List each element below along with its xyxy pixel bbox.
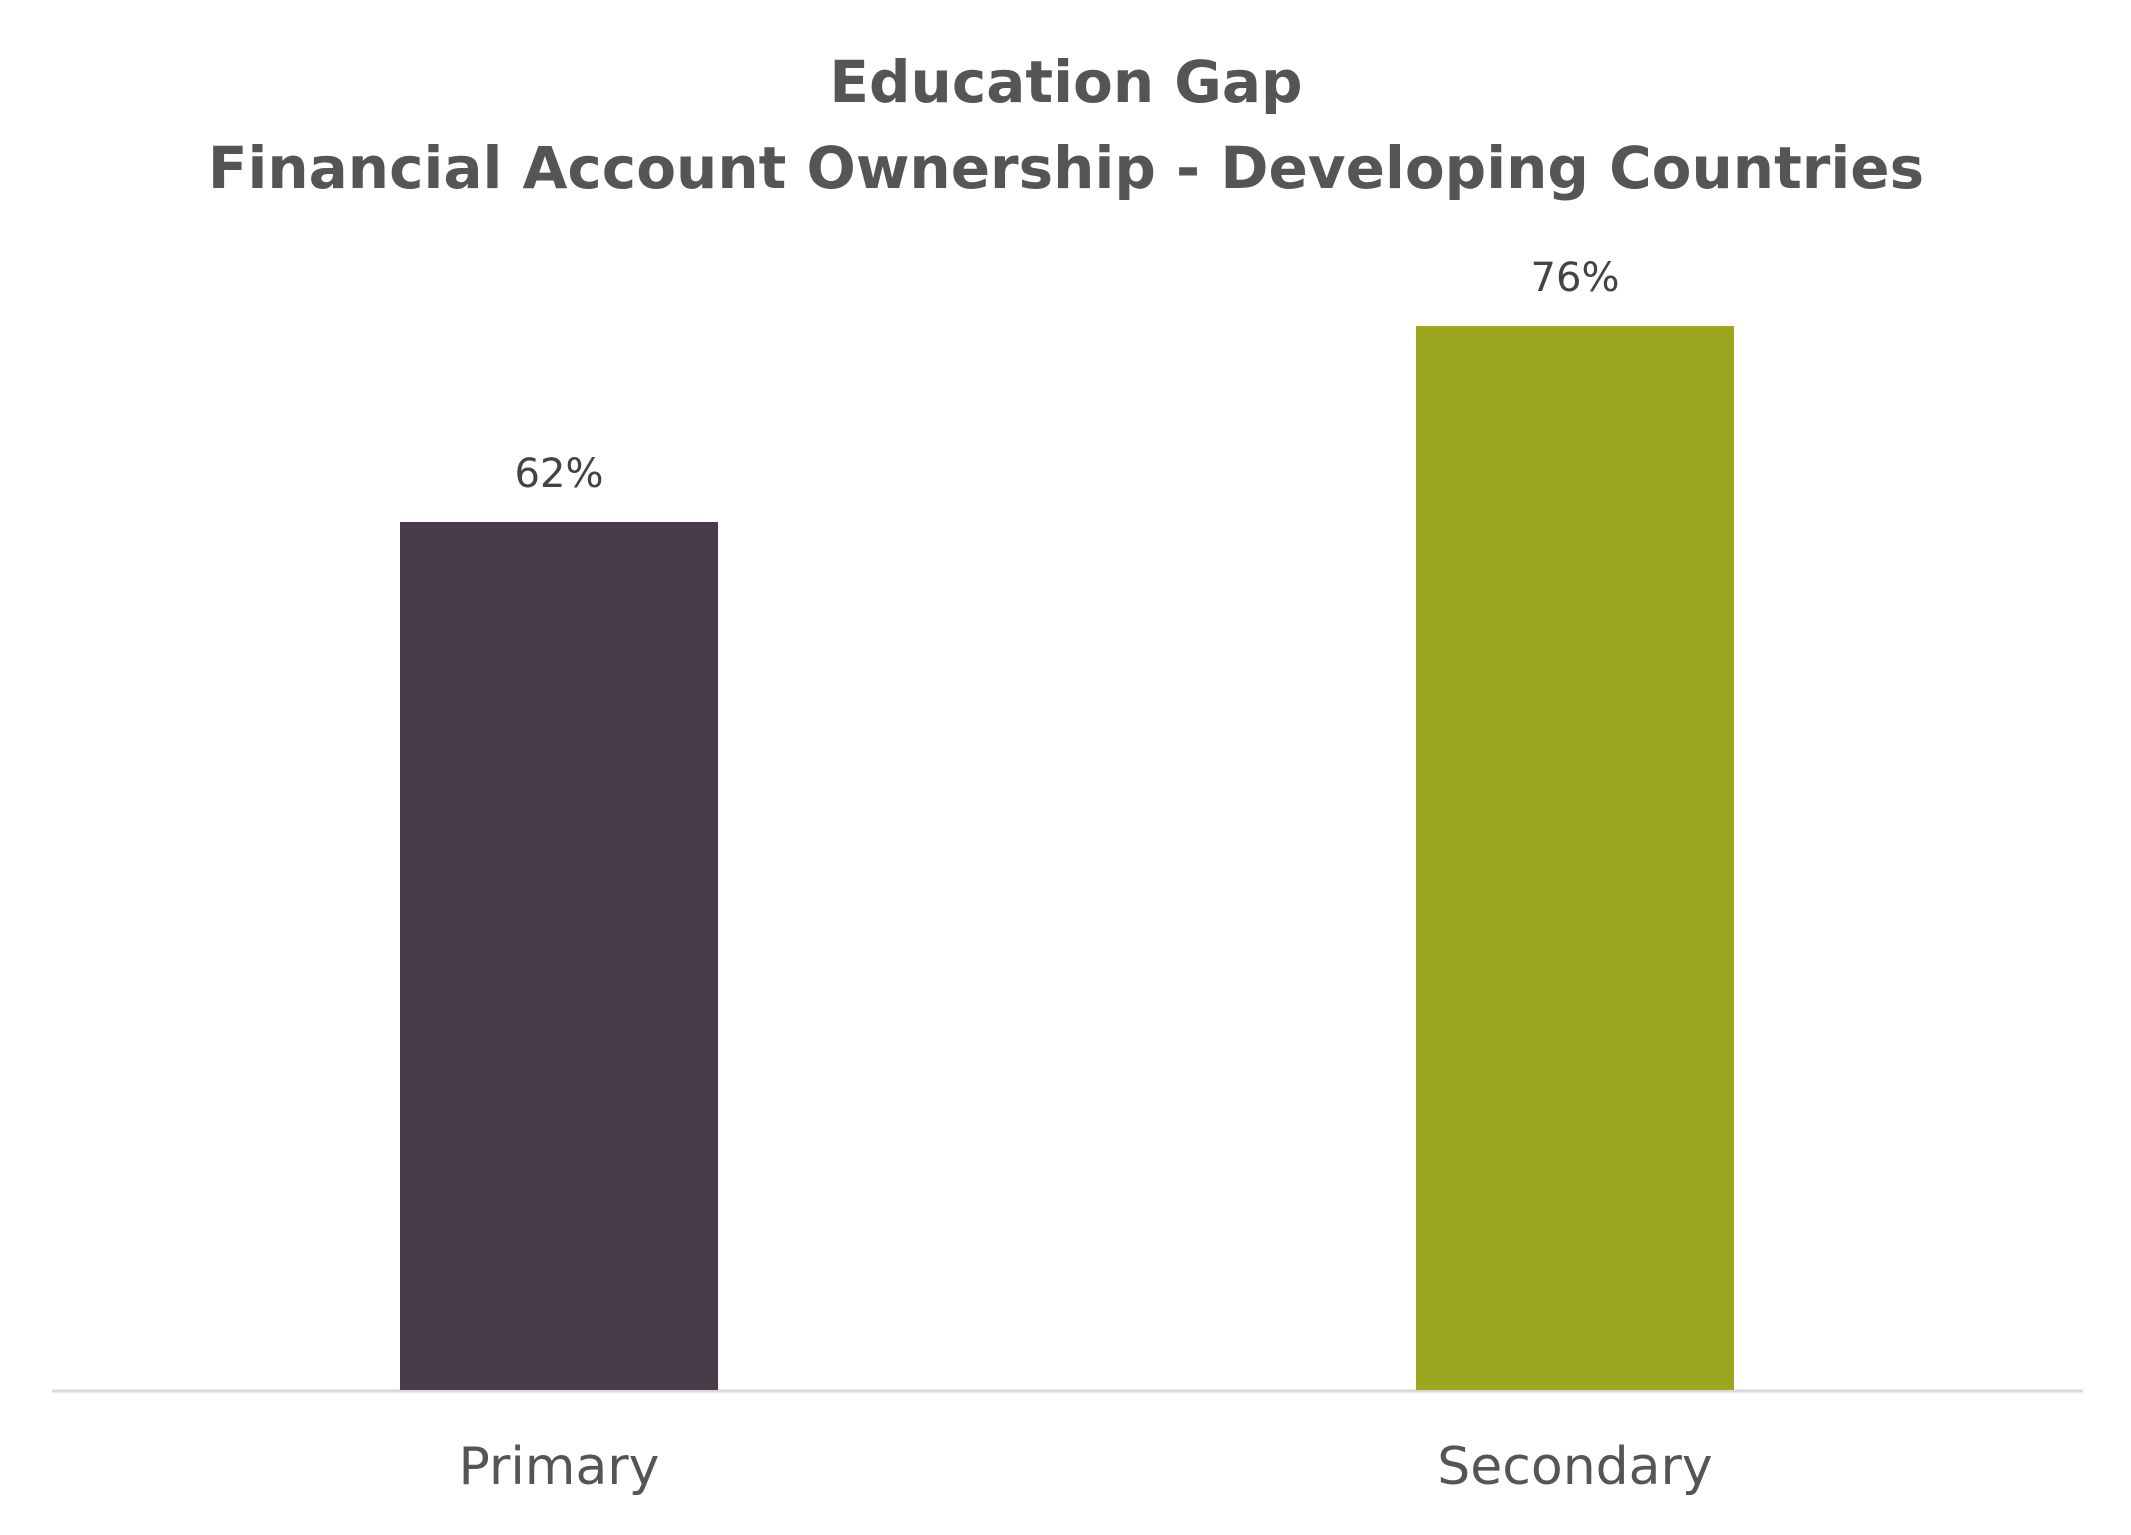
bar [400,522,718,1390]
chart-title: Education Gap [829,48,1302,116]
chart-subtitle: Financial Account Ownership - Developing… [208,134,1924,202]
value-label: 62% [515,451,604,497]
x-tick-label: Primary [459,1437,660,1497]
value-label: 76% [1531,255,1620,301]
x-tick-label: Secondary [1437,1437,1712,1497]
bar [1416,326,1734,1390]
